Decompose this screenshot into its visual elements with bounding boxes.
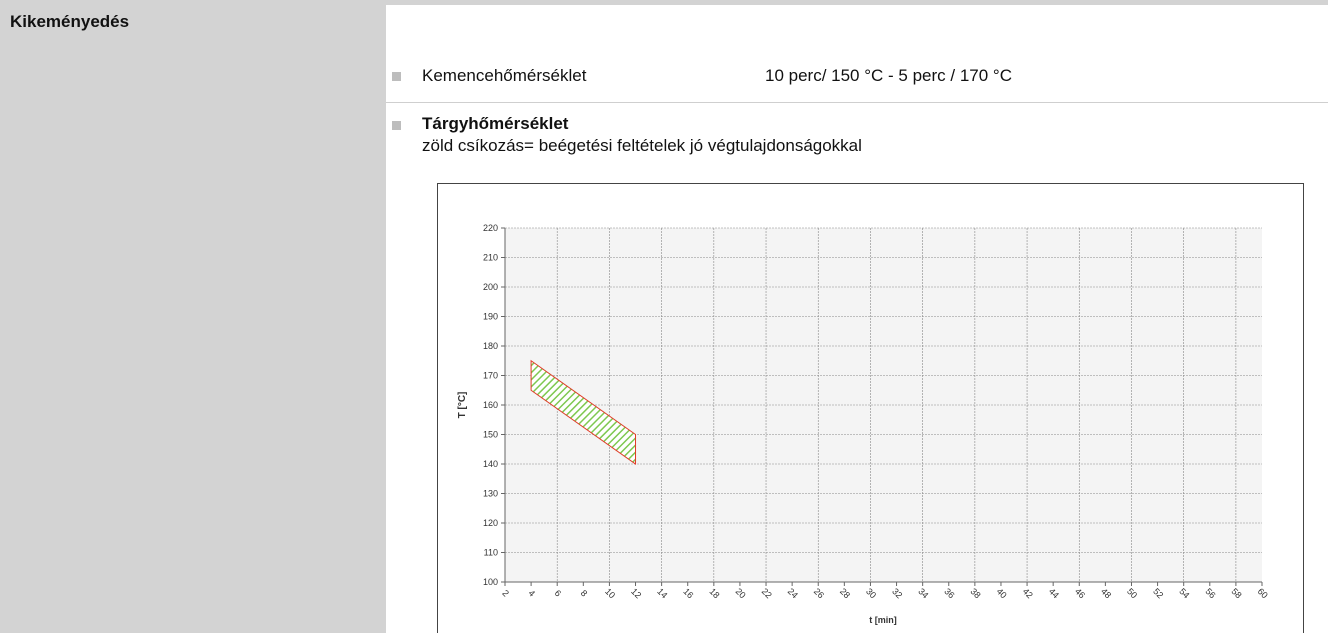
- x-tick-label: 8: [579, 588, 590, 599]
- y-tick-label: 160: [483, 400, 498, 410]
- x-axis-label: t [min]: [869, 615, 897, 625]
- y-tick-label: 110: [484, 548, 498, 558]
- top-bar: [386, 0, 1328, 5]
- y-tick-label: 190: [483, 312, 498, 322]
- y-tick-label: 220: [483, 223, 498, 233]
- item-note: zöld csíkozás= beégetési feltételek jó v…: [422, 136, 862, 155]
- x-tick-label: 4: [527, 588, 538, 599]
- y-tick-label: 140: [483, 459, 498, 469]
- y-tick-label: 150: [483, 430, 498, 440]
- item-label: Tárgyhőmérséklet: [422, 114, 569, 133]
- item-label: Kemencehőmérséklet: [422, 66, 587, 85]
- x-tick-label: 2: [500, 588, 511, 599]
- y-axis-label: T [°C]: [457, 392, 468, 419]
- y-tick-label: 210: [483, 253, 498, 263]
- chart: T [°C] t [min] 100 110 120 130 140 150 160 170 1…: [437, 183, 1304, 633]
- y-tick-label: 130: [483, 489, 498, 499]
- separator: [386, 102, 1328, 103]
- sidebar: [0, 0, 386, 633]
- y-tick-label: 120: [483, 518, 498, 528]
- y-tick-label: 180: [483, 341, 498, 351]
- item-value: 10 perc/ 150 °C - 5 perc / 170 °C: [765, 66, 1012, 85]
- y-tick-label: 100: [483, 577, 498, 587]
- band: [530, 359, 637, 465]
- x-tick-label: 6: [553, 588, 564, 599]
- y-tick-label: 170: [483, 371, 498, 381]
- section-title: Kikeményedés: [10, 12, 130, 31]
- bullet: [392, 121, 401, 130]
- y-tick-label: 200: [483, 282, 498, 292]
- bullet: [392, 72, 401, 81]
